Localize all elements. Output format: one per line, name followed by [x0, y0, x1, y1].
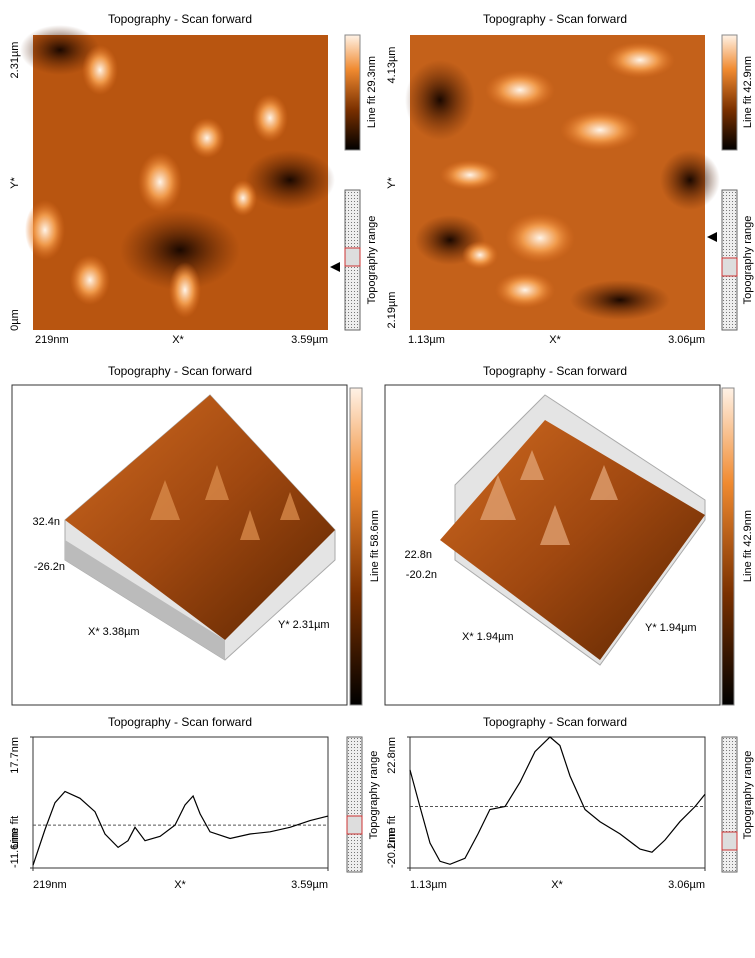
- y-label: Y*: [9, 176, 21, 188]
- z-label: 22.8n: [404, 549, 432, 561]
- profile-panel: Topography - Scan forward Line fit X* To…: [9, 715, 380, 891]
- surface-panel: Topography - Scan forward 22.8n -20.2n X…: [385, 364, 754, 705]
- x-tick-label: 3.06µm: [668, 879, 705, 891]
- axis-label: X* 3.38µm: [88, 626, 140, 638]
- image-panel: Topography - Scan forward 2.31µm Y* 0µm …: [9, 12, 378, 346]
- colorbar: [350, 388, 362, 705]
- colorbar-label: Line fit 58.6nm: [369, 510, 381, 582]
- marker: [330, 262, 340, 272]
- y-label: 2.31µm: [9, 42, 21, 79]
- z-label: 32.4n: [32, 516, 60, 528]
- x-label: 219nm: [35, 334, 69, 346]
- range-slider[interactable]: [347, 816, 362, 834]
- panel-title: Topography - Scan forward: [483, 364, 627, 378]
- range-label: Topography range: [742, 216, 754, 305]
- range-label: Topography range: [366, 216, 378, 305]
- y-tick-label: 22.8nm: [386, 737, 398, 774]
- colorbar: [722, 388, 734, 705]
- colorbar-label: Line fit 42.9nm: [742, 56, 754, 128]
- panel-title: Topography - Scan forward: [483, 715, 627, 729]
- z-label: -20.2n: [406, 569, 437, 581]
- y-label: 0µm: [9, 309, 21, 331]
- range-bar[interactable]: [347, 737, 362, 872]
- panel-title: Topography - Scan forward: [108, 12, 252, 26]
- range-slider[interactable]: [345, 248, 360, 266]
- x-label: 3.06µm: [668, 334, 705, 346]
- colorbar-label: Line fit 29.3nm: [366, 56, 378, 128]
- x-label: X*: [549, 334, 561, 346]
- image-panel: Topography - Scan forward 4.13µm Y* 2.19…: [386, 12, 754, 346]
- range-label: Topography range: [368, 751, 380, 840]
- x-tick-label: 3.59µm: [291, 879, 328, 891]
- colorbar: [345, 35, 360, 150]
- x-label: X*: [172, 334, 184, 346]
- plot-frame: [410, 737, 705, 868]
- surface-panel: Topography - Scan forward 32.4n -26.2n X…: [12, 364, 381, 705]
- z-label: -26.2n: [34, 561, 65, 573]
- plot-frame: [33, 737, 328, 868]
- x-axis-title: X*: [174, 879, 186, 891]
- x-tick-label: 219nm: [33, 879, 67, 891]
- x-label: 1.13µm: [408, 334, 445, 346]
- y-tick-label: -20.2nm: [386, 828, 398, 868]
- range-label: Topography range: [742, 751, 754, 840]
- axis-label: Y* 2.31µm: [278, 619, 330, 631]
- screen: Topography - Scan forward 2.31µm Y* 0µm …: [0, 0, 755, 953]
- y-tick-label: 17.7nm: [9, 737, 21, 774]
- range-slider[interactable]: [722, 258, 737, 276]
- x-axis-title: X*: [551, 879, 563, 891]
- range-bar[interactable]: [722, 737, 737, 872]
- y-label: 2.19µm: [386, 292, 398, 329]
- y-tick-label: -11.6nm: [9, 828, 21, 868]
- marker: [707, 232, 717, 242]
- range-slider[interactable]: [722, 832, 737, 850]
- colorbar-label: Line fit 42.9nm: [742, 510, 754, 582]
- y-label: 4.13µm: [386, 47, 398, 84]
- axis-label: X* 1.94µm: [462, 631, 514, 643]
- panel-title: Topography - Scan forward: [108, 715, 252, 729]
- axis-label: Y* 1.94µm: [645, 622, 697, 634]
- x-tick-label: 1.13µm: [410, 879, 447, 891]
- profile-panel: Topography - Scan forward Line fit X* To…: [386, 715, 754, 891]
- x-label: 3.59µm: [291, 334, 328, 346]
- panel-title: Topography - Scan forward: [108, 364, 252, 378]
- colorbar: [722, 35, 737, 150]
- y-label: Y*: [386, 176, 398, 188]
- panel-title: Topography - Scan forward: [483, 12, 627, 26]
